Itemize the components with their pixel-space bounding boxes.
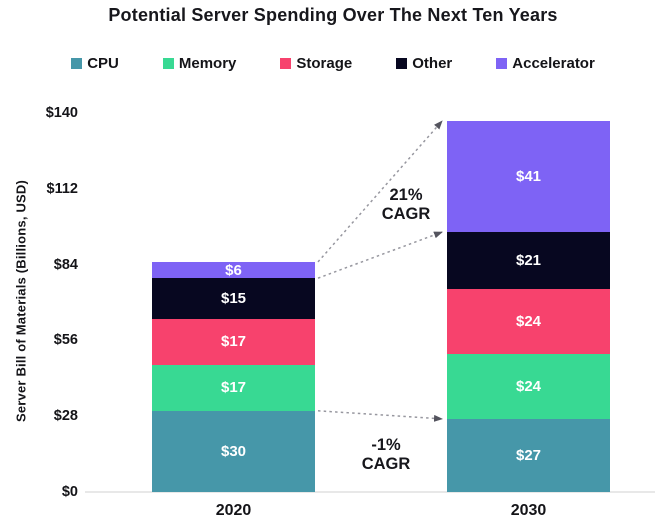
- chart-title: Potential Server Spending Over The Next …: [108, 5, 558, 25]
- legend-item-cpu: CPU: [71, 55, 119, 72]
- x-tick-2020: 2020: [215, 502, 252, 519]
- y-tick-label-112: $112: [46, 180, 78, 197]
- bar-segment-other-2020: $15: [152, 278, 315, 319]
- legend-label-cpu: CPU: [87, 55, 119, 72]
- x-tick-2030: 2030: [510, 502, 547, 519]
- annotation-cagr-cpu: -1% CAGR: [331, 436, 441, 475]
- legend-label-other: Other: [412, 55, 453, 72]
- bar-value-label-storage-2020: $17: [220, 333, 247, 351]
- annotation-cagr-total-line: CAGR: [381, 205, 431, 224]
- bar-value-label-cpu-2020: $30: [220, 442, 247, 460]
- x-axis-line: [85, 491, 655, 493]
- bar-2020: $6 $15 $17 $17 $30: [152, 261, 315, 492]
- bar-value-label-cpu-2030: $27: [515, 446, 542, 464]
- legend-swatch-storage: [280, 58, 292, 69]
- bar-value-label-storage-2030: $24: [515, 312, 542, 330]
- legend-swatch-other: [396, 58, 408, 69]
- bar-segment-accelerator-2030: $41: [447, 121, 610, 233]
- bar-value-label-accelerator-2020: $6: [225, 261, 242, 279]
- bar-value-label-other-2020: $15: [220, 289, 247, 307]
- bar-segment-memory-2020: $17: [152, 364, 315, 411]
- bar-segment-storage-2030: $24: [447, 288, 610, 354]
- legend: CPU Memory Storage Other Accelerator: [0, 55, 666, 72]
- legend-item-other: Other: [396, 55, 452, 72]
- bar-segment-accelerator-2020: $6: [152, 261, 315, 279]
- legend-label-memory: Memory: [178, 55, 237, 72]
- bar-2030: $41 $21 $24 $24 $27: [447, 121, 610, 492]
- bar-segment-other-2030: $21: [447, 232, 610, 289]
- annotation-cagr-total-line: 21%: [389, 186, 423, 204]
- y-axis-title: Server Bill of Materials (Billions, USD): [13, 179, 29, 423]
- annotation-cagr-total: 21% CAGR: [351, 186, 461, 225]
- legend-label-storage: Storage: [296, 55, 353, 72]
- bar-value-label-memory-2020: $17: [220, 379, 247, 397]
- trend-arrow-2: [317, 410, 443, 422]
- y-tick-label-84: $84: [53, 256, 78, 273]
- bar-segment-memory-2030: $24: [447, 353, 610, 419]
- annotation-cagr-cpu-line: CAGR: [361, 455, 411, 474]
- legend-label-accelerator: Accelerator: [512, 55, 595, 72]
- bar-segment-cpu-2020: $30: [152, 410, 315, 492]
- y-tick-label-140: $140: [45, 105, 78, 121]
- bar-segment-storage-2020: $17: [152, 318, 315, 365]
- legend-item-storage: Storage: [280, 55, 352, 72]
- annotation-cagr-cpu-line: -1%: [371, 436, 401, 454]
- bar-value-label-memory-2030: $24: [515, 377, 542, 395]
- trend-arrow-1: [317, 231, 443, 279]
- bar-value-label-other-2030: $21: [515, 252, 542, 270]
- y-tick-label-0: $0: [61, 484, 78, 500]
- legend-swatch-accelerator: [496, 58, 508, 69]
- y-tick-label-28: $28: [53, 408, 78, 425]
- legend-item-accelerator: Accelerator: [496, 55, 595, 72]
- legend-swatch-cpu: [71, 58, 83, 69]
- bar-value-label-accelerator-2030: $41: [515, 168, 542, 186]
- bar-segment-cpu-2030: $27: [447, 418, 610, 492]
- legend-item-memory: Memory: [162, 55, 237, 72]
- y-tick-label-56: $56: [53, 332, 78, 349]
- legend-swatch-memory: [162, 58, 174, 69]
